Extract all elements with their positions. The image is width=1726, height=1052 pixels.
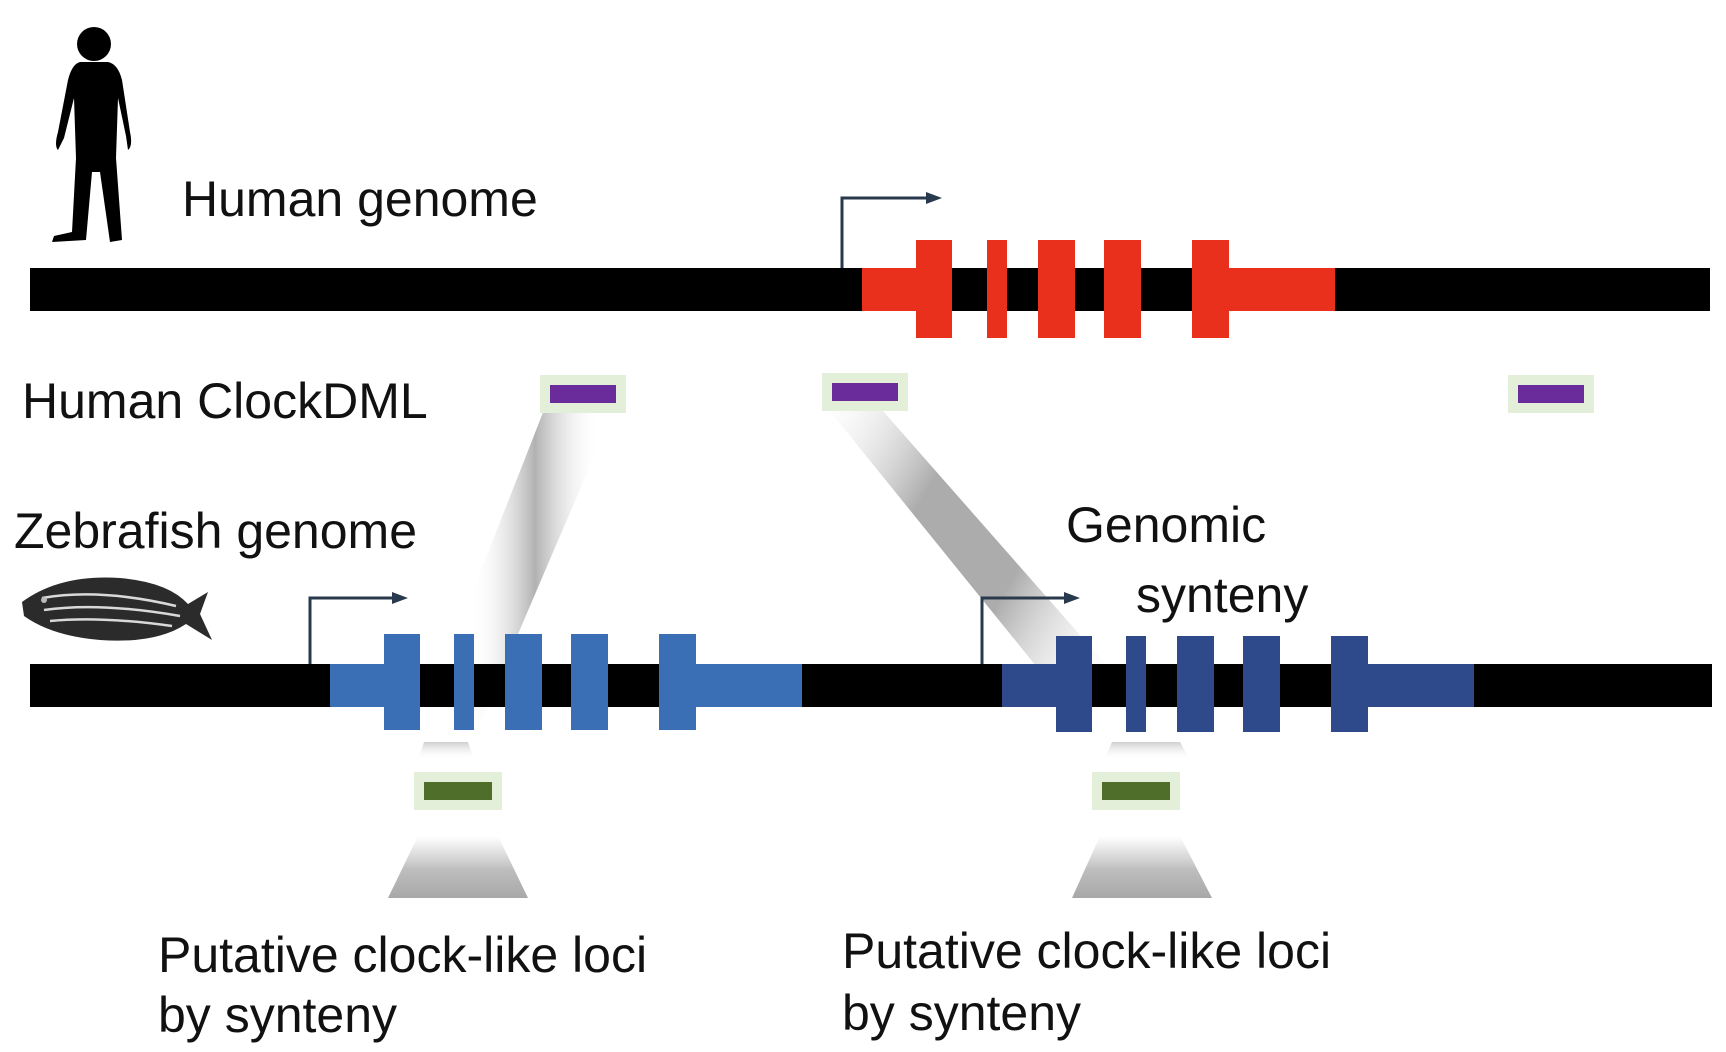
genomic-synteny-label-line2: synteny (1136, 567, 1308, 623)
locus-fan-right (1072, 836, 1212, 898)
projection-tip-left (418, 742, 474, 760)
putative-loci-left-label-line1: Putative clock-like loci (158, 927, 647, 983)
clockdml-marker (822, 373, 908, 411)
zebrafish-tss-arrow-2 (980, 592, 1080, 664)
putative-loci-right-label-line2: by synteny (842, 985, 1081, 1041)
zebrafish-tss-arrow-1 (308, 592, 408, 664)
zebrafish-gene-2 (1002, 636, 1474, 732)
zebrafish-genome-label: Zebrafish genome (14, 503, 417, 559)
clockdml-marker (1508, 375, 1594, 413)
clockdml-marker (540, 375, 626, 413)
human-clockdml-label: Human ClockDML (22, 373, 428, 429)
zebrafish-gene-1 (330, 634, 802, 730)
human-genome-label: Human genome (182, 171, 538, 227)
zebrafish-icon (22, 577, 212, 641)
synteny-locus-marker (1092, 772, 1180, 810)
projection-tip-right (1104, 742, 1190, 760)
genomic-synteny-label-line1: Genomic (1066, 497, 1266, 553)
human-gene (862, 240, 1335, 338)
putative-loci-left-label-line2: by synteny (158, 987, 397, 1043)
human-silhouette-icon (52, 27, 132, 242)
human-tss-arrow (840, 192, 942, 268)
synteny-locus-marker (414, 772, 502, 810)
locus-fan-left (388, 836, 528, 898)
putative-loci-right-label-line1: Putative clock-like loci (842, 923, 1331, 979)
